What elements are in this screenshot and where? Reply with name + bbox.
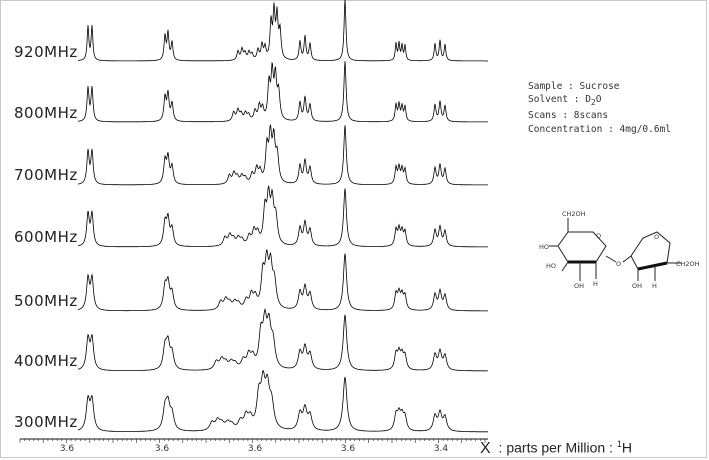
spectrum-line-920mhz <box>77 0 488 62</box>
series-label-400mhz: 400MHz <box>14 352 78 370</box>
x-tick-label: 3.6 <box>247 444 263 454</box>
ch2oh-right-label: CH2OH <box>676 260 700 268</box>
spectrum-line-700mhz <box>77 124 488 186</box>
x-axis-label: parts per Million <box>506 439 606 456</box>
sample-line: Sample : Sucrose <box>528 81 620 92</box>
x-tick-label: 3.6 <box>154 444 170 454</box>
x-axis-nucleus-mass: 1 <box>616 439 622 449</box>
h-glucose-label: H <box>593 280 598 288</box>
oh-glucose-label: OH <box>574 282 584 290</box>
spectrum-line-300mhz <box>77 369 488 433</box>
series-label-800mhz: 800MHz <box>14 104 78 122</box>
solvent-sub: 2 <box>590 98 596 108</box>
x-tick-label: 3.4 <box>433 444 449 454</box>
o-link-label: O <box>616 260 621 268</box>
x-tick-label: 3.6 <box>59 444 75 454</box>
glycoside-bond <box>622 255 632 263</box>
series-label-300mhz: 300MHz <box>14 413 78 431</box>
fructose-bold-bond <box>637 261 668 271</box>
series-label-600mhz: 600MHz <box>14 228 78 246</box>
spectrum-line-600mhz <box>77 185 488 248</box>
x-axis-nucleus: H <box>621 439 632 456</box>
series-label-920mhz: 920MHz <box>14 43 78 61</box>
solvent-line: Solvent : D2O <box>528 93 671 109</box>
sucrose-structure: CH2OH HO HO O H OH O O OH H CH2OH <box>539 210 700 290</box>
x-axis-title: X : parts per Million : 1H <box>480 439 632 457</box>
spectrum-line-500mhz <box>77 249 488 312</box>
spectra-group <box>77 0 488 433</box>
sample-info: Sample : Sucrose Solvent : D2O Scans : 8… <box>528 80 671 136</box>
solvent-suffix: O <box>595 94 602 106</box>
oh-fructose-label: OH <box>632 282 642 290</box>
scans-line: Scans : 8scans <box>528 110 609 122</box>
h-fructose-label: H <box>652 282 657 290</box>
spectrum-line-400mhz <box>77 308 488 372</box>
o-fructose-label: O <box>654 233 659 241</box>
o-glucose-label: O <box>596 232 601 240</box>
x-tick-label: 3.6 <box>340 444 356 454</box>
series-label-700mhz: 700MHz <box>14 166 78 184</box>
ho-left-label: HO <box>539 243 549 251</box>
glucose-bond-link <box>605 255 617 263</box>
x-axis-prefix: X <box>480 439 491 457</box>
glucose-bond-ho2 <box>561 261 569 272</box>
concentration-line: Concentration : 4mg/0.6ml <box>528 123 671 135</box>
ho-ring-label: HO <box>546 262 556 270</box>
x-axis <box>19 438 488 443</box>
solvent-prefix: Solvent : D <box>528 94 591 106</box>
series-label-500mhz: 500MHz <box>14 292 78 310</box>
ch2oh-top-label: CH2OH <box>562 210 586 218</box>
spectrum-line-800mhz <box>77 61 488 123</box>
